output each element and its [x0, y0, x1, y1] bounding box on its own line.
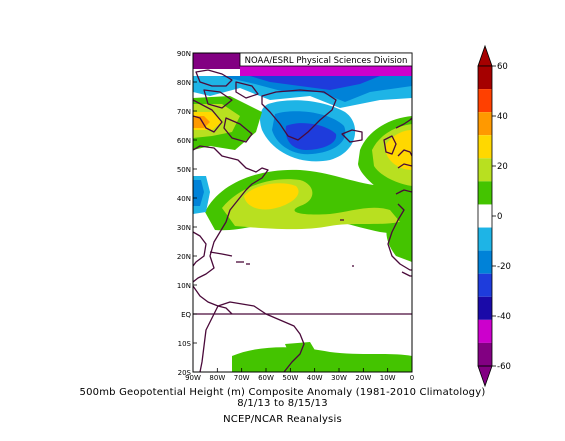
colorbar-label: 0: [497, 212, 502, 222]
shade-canada-cm20: [193, 180, 204, 206]
lon-label: 50W: [282, 374, 298, 382]
lon-label: 20W: [355, 374, 371, 382]
colorbar-segment: [478, 89, 492, 113]
lon-label: 60W: [258, 374, 274, 382]
shade-europe-c30: [386, 130, 412, 170]
anomaly-field: [193, 53, 412, 372]
lon-label: 10W: [380, 374, 396, 382]
lat-label: 20N: [177, 253, 191, 261]
lon-label: 40W: [307, 374, 323, 382]
colorbar-label: 40: [497, 112, 508, 122]
lat-label: 50N: [177, 166, 191, 174]
colorbar-segment: [478, 66, 492, 90]
shade-southatlantic-c10b: [285, 342, 316, 356]
lon-label: 70W: [234, 374, 250, 382]
colorbar-segment: [478, 273, 492, 297]
colorbar-bottom-arrow: [477, 365, 493, 388]
lat-label: 10S: [178, 340, 192, 348]
lat-label: EQ: [181, 311, 191, 319]
lat-label: 10N: [177, 282, 191, 290]
shade-arctic-cm20: [220, 76, 412, 102]
caption-source: NCEP/NCAR Reanalysis: [223, 414, 342, 425]
colorbar-label: -40: [497, 312, 511, 322]
colorbar-label: 60: [497, 62, 508, 72]
coastlines: [193, 69, 412, 372]
shade-polar-magenta: [240, 66, 412, 76]
shade-canada-c40: [193, 116, 210, 128]
colorbar-segment: [478, 296, 492, 320]
shade-arctic-cm30: [250, 76, 380, 90]
caption-dates: 8/1/13 to 8/15/13: [237, 398, 328, 409]
lat-label: 60N: [177, 137, 191, 145]
colorbar-label: -60: [497, 362, 511, 372]
colorbar-segment: [478, 342, 492, 366]
shade-atlantic-c30: [244, 183, 299, 210]
credit-box: [239, 52, 413, 67]
colorbar-top-arrow: [477, 44, 493, 67]
lon-label: 0: [410, 374, 414, 382]
colorbar-segment: [478, 250, 492, 274]
lat-label: 80N: [177, 79, 191, 87]
latitude-labels: 90N 80N 70N 60N 50N 40N 30N 20N 10N EQ 10S 20S: [177, 50, 197, 377]
lat-label: 30N: [177, 224, 191, 232]
colorbar-segment: [478, 135, 492, 159]
colorbar-segment: [478, 181, 492, 205]
lon-label: 80W: [209, 374, 225, 382]
lat-label: 40N: [177, 195, 191, 203]
colorbar-label: 20: [497, 162, 508, 172]
colorbar-segment: [478, 158, 492, 182]
lon-label: 30W: [331, 374, 347, 382]
lat-label: 90N: [177, 50, 191, 58]
lat-label: 70N: [177, 108, 191, 116]
colorbar-segment: [478, 204, 492, 228]
credit-text: NOAA/ESRL Physical Sciences Division: [245, 56, 408, 66]
colorbar-label: -20: [497, 262, 511, 272]
lon-label: 90W: [185, 374, 201, 382]
shade-greenland-cm30: [285, 123, 337, 150]
caption-title: 500mb Geopotential Height (m) Composite …: [79, 387, 486, 398]
lat-label: 20S: [178, 369, 192, 377]
colorbar-segment: [478, 227, 492, 251]
colorbar-segment: [478, 319, 492, 343]
colorbar: 60 40 20 0 -20 -40 -60: [477, 44, 511, 388]
shade-southatlantic-c10: [232, 347, 412, 372]
colorbar-segment: [478, 112, 492, 136]
longitude-labels: 90W 80W 70W 60W 50W 40W 30W 20W 10W 0: [185, 368, 414, 382]
